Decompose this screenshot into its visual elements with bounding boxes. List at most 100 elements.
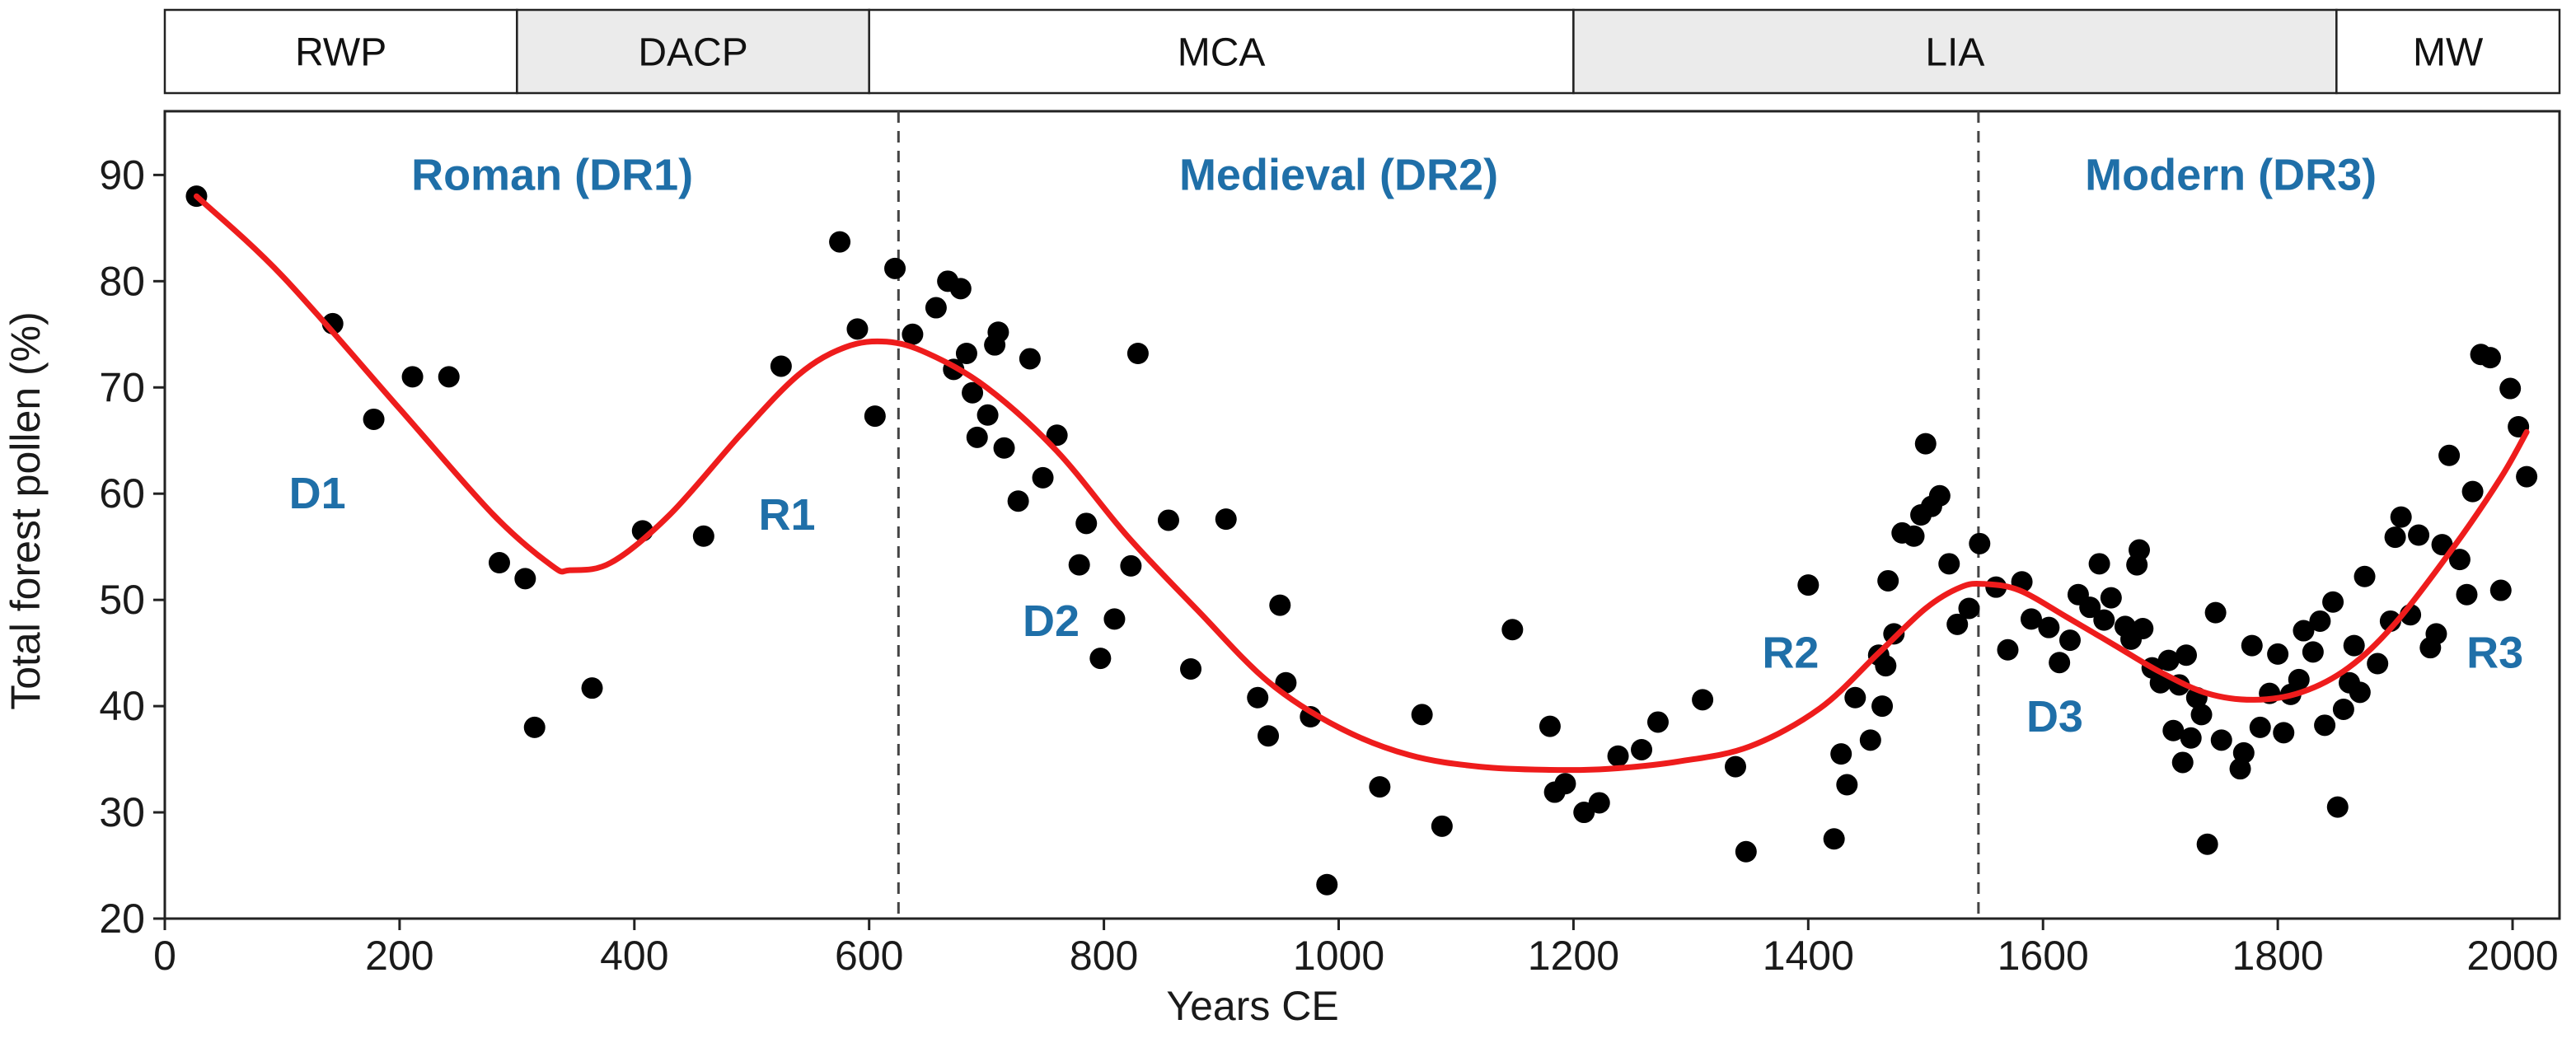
boundary-lines [897, 111, 1980, 919]
data-point [1411, 704, 1433, 726]
data-point [438, 366, 460, 388]
data-point [925, 297, 947, 319]
data-point [1431, 815, 1453, 837]
trend-curve [194, 193, 2530, 774]
period-box-dacp [516, 8, 870, 95]
data-point [2309, 610, 2331, 632]
data-point [977, 404, 999, 426]
data-point [523, 716, 546, 738]
data-point [2384, 526, 2406, 549]
data-point [1075, 512, 1098, 535]
data-point [1258, 725, 1280, 747]
data-point [2232, 741, 2255, 764]
data-point [1269, 594, 1291, 616]
data-point [949, 278, 972, 300]
data-point [2293, 620, 2315, 642]
data-point [2229, 758, 2251, 780]
y-tick-label: 50 [99, 577, 145, 623]
data-point [2180, 727, 2202, 749]
data-point [2129, 539, 2151, 561]
data-point [2157, 649, 2180, 671]
x-tick-label: 1800 [2232, 933, 2324, 979]
data-point [2431, 534, 2453, 556]
data-point [1938, 553, 1960, 575]
y-tick-label: 80 [99, 258, 145, 304]
data-point [829, 231, 851, 253]
x-tick-label: 1000 [1293, 933, 1384, 979]
period-label-lia: LIA [1925, 31, 1984, 75]
data-point [2499, 377, 2522, 400]
data-point [2302, 641, 2324, 663]
data-point [1089, 648, 1112, 670]
data-point [962, 381, 984, 404]
data-point [1823, 828, 1845, 850]
data-point [2516, 465, 2538, 488]
y-tick-label: 30 [99, 789, 145, 835]
phase-label-d2: D2 [1023, 596, 1080, 646]
region-label: Modern (DR3) [2085, 150, 2377, 199]
x-tick-label: 800 [1070, 933, 1138, 979]
y-tick-label: 40 [99, 683, 145, 729]
phase-label-r3: R3 [2466, 629, 2523, 678]
data-point [1068, 554, 1090, 576]
data-point [1007, 490, 1029, 512]
data-point [2190, 704, 2213, 726]
data-point [514, 568, 536, 590]
data-point [1631, 738, 1653, 760]
data-point [488, 552, 510, 574]
data-point [2314, 714, 2336, 737]
data-point [770, 355, 792, 377]
data-point [2038, 616, 2060, 638]
data-point [1646, 711, 1669, 733]
y-tick-label: 60 [99, 470, 145, 517]
data-point [2343, 634, 2365, 657]
period-label-mw: MW [2413, 31, 2484, 75]
data-point [363, 408, 385, 430]
data-point [2100, 587, 2122, 609]
data-point [2176, 644, 2198, 666]
data-point [1046, 424, 1068, 447]
data-point [1573, 802, 1595, 824]
phase-label-d1: D1 [289, 469, 346, 518]
data-point [1836, 774, 1858, 796]
data-point [2058, 629, 2081, 652]
data-point [1875, 655, 1897, 677]
data-point [864, 405, 886, 428]
period-box-mca [868, 8, 1575, 95]
data-point [2093, 609, 2115, 631]
data-point [1830, 743, 1852, 765]
data-point [2408, 524, 2430, 546]
data-point [1724, 755, 1746, 778]
data-point [1844, 686, 1866, 709]
period-bar: RWP DACP MCA LIA MW [163, 8, 2561, 95]
data-point [1958, 597, 1980, 620]
data-point [2479, 347, 2501, 369]
data-point [1032, 466, 1054, 489]
data-point [581, 677, 603, 699]
data-point [1120, 554, 1142, 577]
data-point [1969, 532, 1991, 554]
x-tick-label: 1600 [1998, 933, 2089, 979]
x-tick-label: 2000 [2466, 933, 2558, 979]
data-point [1797, 574, 1820, 596]
x-tick-label: 0 [153, 933, 176, 979]
data-point [1126, 343, 1149, 364]
x-tick-label: 1200 [1528, 933, 1619, 979]
region-label: Roman (DR1) [411, 150, 693, 199]
y-axis-label: Total forest pollen (%) [2, 311, 49, 710]
annotations: Roman (DR1) Medieval (DR2) Modern (DR3) D1 R… [289, 150, 2523, 741]
data-point [2020, 608, 2042, 630]
data-point [1554, 773, 1576, 795]
data-point [1247, 686, 1269, 709]
period-box-rwp [163, 8, 518, 95]
data-point [993, 437, 1015, 459]
data-point [1539, 715, 1561, 737]
data-point [1157, 509, 1179, 531]
x-tick-label: 1400 [1763, 933, 1854, 979]
data-point [2273, 722, 2295, 744]
data-point [2171, 751, 2194, 774]
period-box-mw [2335, 8, 2561, 95]
data-point [1903, 525, 1925, 547]
data-point [987, 321, 1009, 344]
data-point [2456, 583, 2478, 606]
